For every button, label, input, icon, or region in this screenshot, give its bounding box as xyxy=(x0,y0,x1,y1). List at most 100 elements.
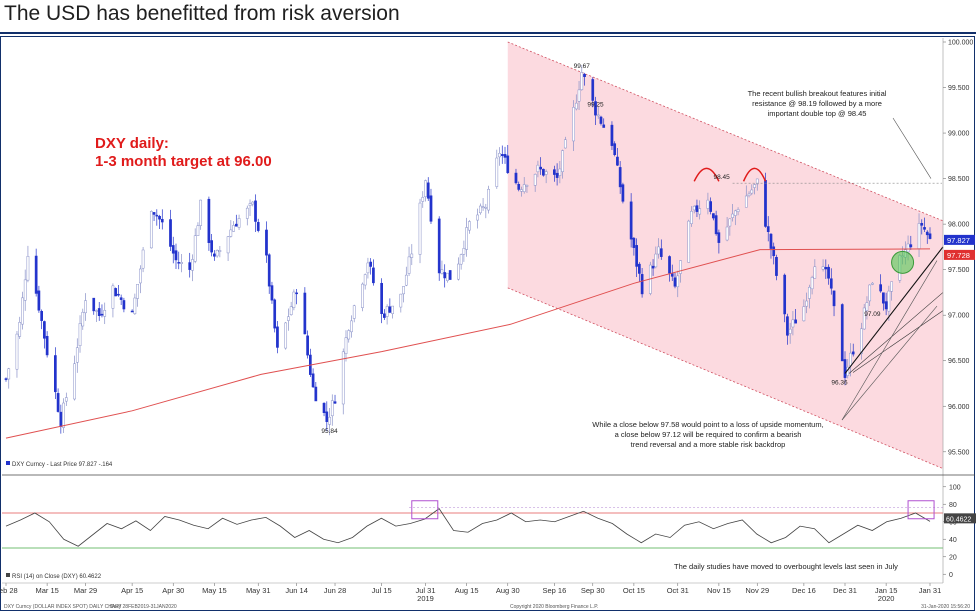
candle-body xyxy=(654,253,658,268)
candle-body xyxy=(596,114,600,117)
candle-body xyxy=(21,297,24,325)
candle-body xyxy=(462,248,466,255)
candle-body xyxy=(517,184,521,190)
year-label-2020: 2020 xyxy=(878,594,895,603)
candle-body xyxy=(119,297,123,300)
candle-body xyxy=(270,285,274,301)
candle-body xyxy=(805,300,808,307)
candle-body xyxy=(635,245,638,267)
candle-body xyxy=(372,267,375,284)
candle-body xyxy=(621,184,625,202)
candle-body xyxy=(399,293,403,308)
candle-body xyxy=(245,207,249,219)
candle-body xyxy=(15,333,19,370)
candle-body xyxy=(736,209,740,212)
candle-body xyxy=(26,256,30,281)
candle-body xyxy=(829,278,833,289)
last-price-tag: 97.827 xyxy=(947,236,970,245)
candle-body xyxy=(267,254,271,287)
candle-body xyxy=(766,226,770,232)
candle-body xyxy=(424,180,427,197)
candle-body xyxy=(188,262,192,270)
candle-body xyxy=(215,250,219,257)
rsi-tag: 60.4622 xyxy=(946,516,971,523)
candle-body xyxy=(561,150,564,172)
candle-body xyxy=(152,212,156,215)
key-level-label: 99.25 xyxy=(587,101,604,108)
candle-body xyxy=(234,223,238,227)
candle-body xyxy=(769,233,773,249)
key-level-label: 99.67 xyxy=(574,63,591,70)
price-tick-label: 97.000 xyxy=(948,313,970,320)
rsi-tick-label: 80 xyxy=(949,502,957,509)
candle-body xyxy=(909,244,913,248)
x-tick-label: Jun 28 xyxy=(324,586,347,595)
candle-body xyxy=(670,273,674,277)
candle-body xyxy=(457,263,460,280)
x-tick-label: Aug 15 xyxy=(455,586,479,595)
page-title: The USD has benefitted from risk aversio… xyxy=(4,2,400,25)
candle-body xyxy=(791,319,795,328)
candle-body xyxy=(23,279,27,301)
candle-body xyxy=(256,222,260,231)
candle-body xyxy=(160,218,164,223)
candle-body xyxy=(906,243,910,253)
support-trendline-2 xyxy=(848,292,944,374)
candle-body xyxy=(698,208,702,215)
price-tick-label: 95.500 xyxy=(948,449,970,456)
candle-body xyxy=(149,211,153,249)
candle-body xyxy=(81,311,85,327)
candle-body xyxy=(487,189,490,211)
double-top-marker-2 xyxy=(742,167,767,182)
candle-body xyxy=(64,397,68,402)
price-tick-label: 98.500 xyxy=(948,176,970,183)
candle-body xyxy=(114,288,118,297)
candle-body xyxy=(755,178,759,185)
candle-body xyxy=(136,283,139,299)
candle-body xyxy=(287,316,290,321)
resistance-note-line: resistance @ 98.19 followed by a more xyxy=(752,99,882,108)
candle-body xyxy=(618,167,622,188)
footer-copyright: Copyright 2020 Bloomberg Finance L.P. xyxy=(510,604,599,610)
candle-body xyxy=(292,291,296,308)
candle-body xyxy=(97,308,101,316)
candle-body xyxy=(207,198,211,243)
title-rule xyxy=(0,32,976,34)
candle-body xyxy=(788,328,792,334)
candle-body xyxy=(860,328,863,354)
candle-body xyxy=(810,277,814,290)
rsi-line xyxy=(5,508,931,547)
moving-average-line xyxy=(5,248,931,439)
candle-body xyxy=(583,74,586,77)
candle-body xyxy=(344,337,348,354)
x-tick-label: Jun 14 xyxy=(285,586,308,595)
candle-body xyxy=(311,373,315,388)
rsi-tick-label: 20 xyxy=(949,554,957,561)
candle-body xyxy=(95,310,98,312)
candle-body xyxy=(744,195,748,208)
candle-body xyxy=(772,246,776,257)
x-tick-label: Oct 15 xyxy=(623,586,645,595)
annotation-pointer-2 xyxy=(841,305,938,421)
target-text-line-2: 1-3 month target at 96.00 xyxy=(95,153,272,170)
candle-body xyxy=(476,214,479,221)
candle-body xyxy=(484,207,488,209)
candle-body xyxy=(73,363,76,400)
candle-body xyxy=(923,227,926,230)
rsi-highlight-july xyxy=(411,500,439,520)
candle-body xyxy=(341,351,345,405)
candle-body xyxy=(177,262,181,264)
candle-body xyxy=(45,335,49,356)
candle-body xyxy=(404,274,408,286)
candle-body xyxy=(500,154,504,156)
candle-body xyxy=(56,393,60,412)
candle-body xyxy=(303,292,307,335)
candle-body xyxy=(196,225,200,236)
x-tick-label: Mar 15 xyxy=(35,586,58,595)
candle-body xyxy=(808,287,811,299)
candle-body xyxy=(868,284,872,302)
candle-body xyxy=(254,200,257,222)
candle-body xyxy=(446,272,449,281)
price-tick-label: 99.000 xyxy=(948,131,970,138)
candle-body xyxy=(248,203,252,206)
